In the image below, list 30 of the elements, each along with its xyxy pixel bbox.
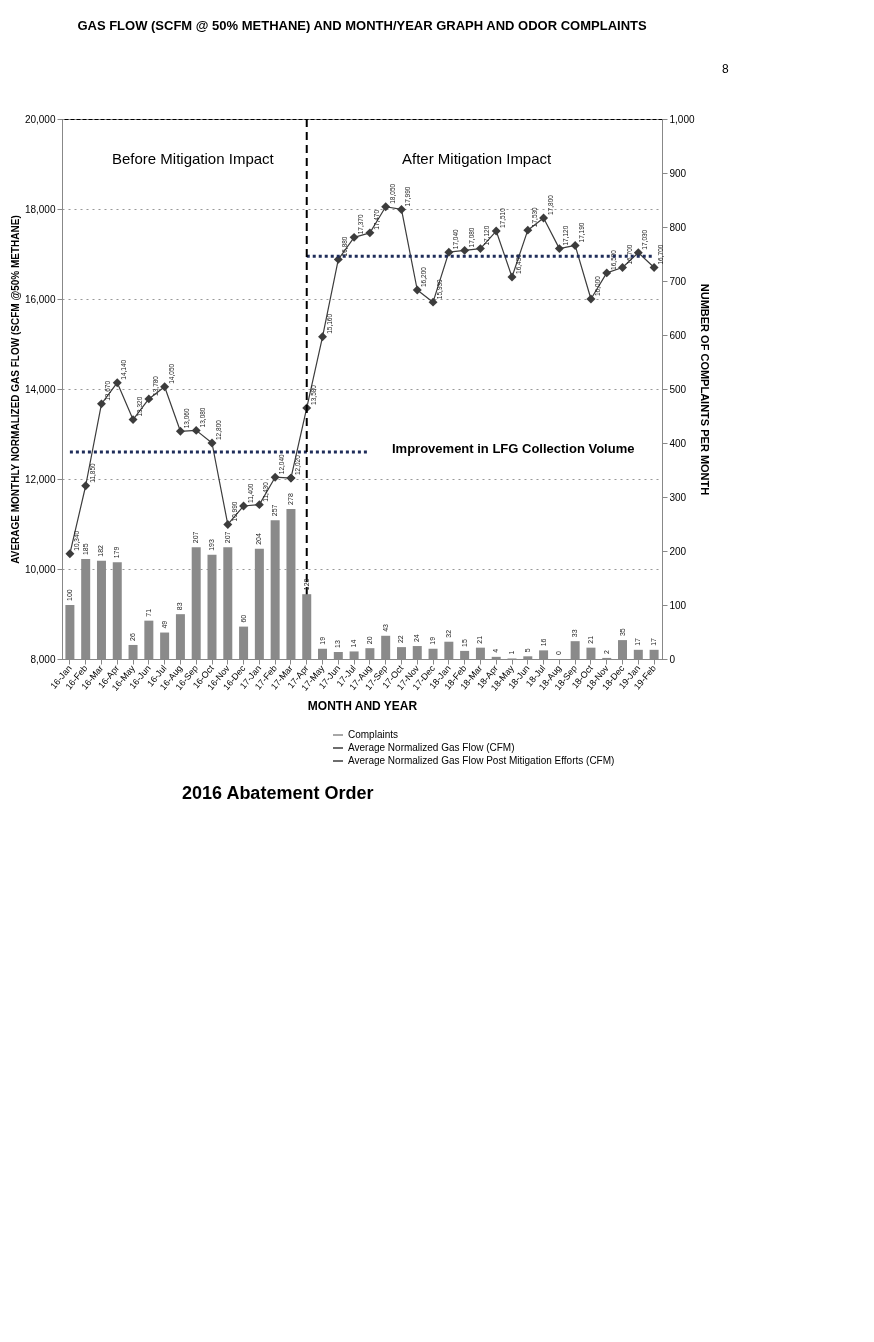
y-tick-label: 18,000 <box>24 203 56 215</box>
x-axis-title: MONTH AND YEAR <box>307 698 418 713</box>
y2-tick-label: 200 <box>669 545 687 557</box>
legend-label: Complaints <box>348 729 399 740</box>
y2-tick-label: 900 <box>669 167 687 179</box>
y-tick-label: 14,000 <box>24 383 56 395</box>
text: 2016 Abatement Order <box>182 783 374 803</box>
chart-title: GAS FLOW (SCFM @ 50% METHANE) AND MONTH/YEAR GRAPH AND ODOR COMPLAINTS <box>77 18 647 33</box>
y-tick-label: 12,000 <box>24 473 56 485</box>
y2-tick-label: 700 <box>669 275 687 287</box>
y-tick-label: 20,000 <box>24 113 56 125</box>
y2-tick-label: 0 <box>669 653 676 665</box>
y2-tick-label: 400 <box>669 437 687 449</box>
annotation: Before Mitigation Impact <box>112 150 275 167</box>
text: 8 <box>722 62 729 76</box>
legend-label: Average Normalized Gas Flow (CFM) <box>348 742 515 753</box>
y2-tick-label: 600 <box>669 329 687 341</box>
y-tick-label: 16,000 <box>24 293 56 305</box>
y-tick-label: 8,000 <box>30 653 56 665</box>
y2-axis-title: NUMBER OF COMPLAINTS PER MONTH <box>698 283 711 496</box>
legend-label: Average Normalized Gas Flow Post Mitigation Efforts (CFM) <box>348 755 615 766</box>
annotation: After Mitigation Impact <box>402 150 553 167</box>
y2-tick-label: 800 <box>669 221 687 233</box>
y2-tick-label: 500 <box>669 383 687 395</box>
y2-tick-label: 300 <box>669 491 687 503</box>
y-axis-title: AVERAGE MONTHLY NORMALIZED GAS FLOW (SCFM @50% METHANE) <box>9 215 21 564</box>
y-tick-label: 10,000 <box>24 563 56 575</box>
annotation: Improvement in LFG Collection Volume <box>392 441 635 456</box>
y2-tick-label: 1,000 <box>669 113 695 125</box>
y2-tick-label: 100 <box>669 599 687 611</box>
